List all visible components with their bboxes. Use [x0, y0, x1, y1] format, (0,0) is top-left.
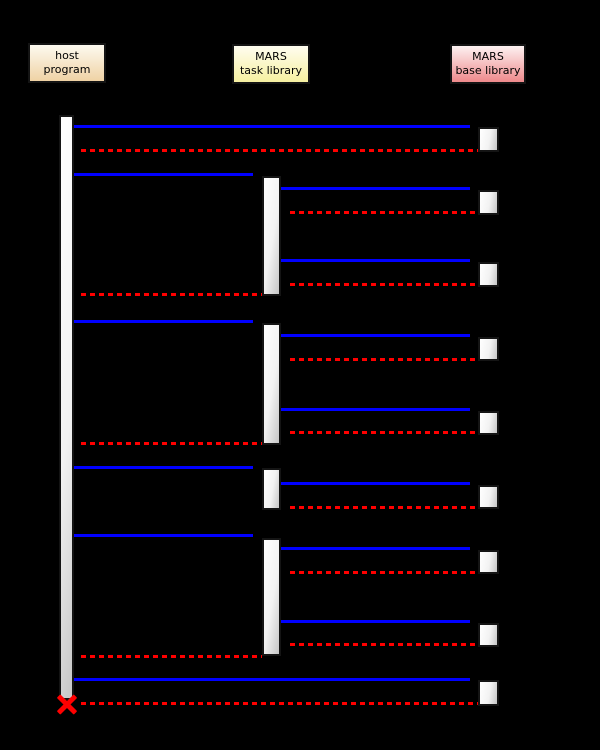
return-arrow-base-to-task [290, 211, 478, 214]
call-arrow-task-to-base [281, 620, 470, 623]
activation-bar-base [478, 411, 499, 435]
activation-bar-base [478, 262, 499, 287]
return-arrow-base-to-task [290, 643, 478, 646]
call-arrow-task-to-base [281, 259, 470, 262]
call-arrow-host-to-task [74, 320, 253, 323]
call-arrow-task-to-base [281, 334, 470, 337]
destroy-marker-host [56, 694, 78, 715]
return-arrow-task-to-host [81, 442, 262, 445]
activation-bar-task [262, 468, 281, 510]
activation-bar-base [478, 190, 499, 215]
participant-task: MARS task library [232, 44, 310, 84]
activation-bar-base [478, 485, 499, 509]
return-arrow-base-to-host [81, 702, 478, 705]
call-arrow-host-to-task [74, 534, 253, 537]
call-arrow-host-to-base [74, 678, 470, 681]
activation-bar-task [262, 323, 281, 445]
participant-host: host program [28, 43, 106, 83]
participant-label-base: MARS base library [455, 49, 521, 77]
call-arrow-host-to-base [74, 125, 470, 128]
activation-bar-task [262, 176, 281, 296]
call-arrow-task-to-base [281, 482, 470, 485]
participant-base: MARS base library [450, 44, 526, 84]
call-arrow-task-to-base [281, 187, 470, 190]
return-arrow-base-to-task [290, 571, 478, 574]
activation-bar-base [478, 337, 499, 361]
activation-bar-base [478, 623, 499, 647]
return-arrow-base-to-task [290, 431, 478, 434]
call-arrow-task-to-base [281, 547, 470, 550]
call-arrow-host-to-task [74, 173, 253, 176]
activation-bar-base [478, 550, 499, 574]
return-arrow-base-to-task [290, 283, 478, 286]
call-arrow-task-to-base [281, 408, 470, 411]
return-arrow-task-to-host [81, 655, 262, 658]
return-arrow-base-to-task [290, 506, 478, 509]
call-arrow-host-to-task [74, 466, 253, 469]
return-arrow-base-to-host [81, 149, 478, 152]
activation-bar-base [478, 127, 499, 152]
return-arrow-base-to-task [290, 358, 478, 361]
participant-label-task: MARS task library [239, 49, 303, 77]
activation-bar-base [478, 680, 499, 706]
activation-bar-task [262, 538, 281, 656]
return-arrow-task-to-host [81, 293, 262, 296]
participant-label-host: host program [43, 48, 91, 76]
activation-bar-host [59, 115, 74, 700]
